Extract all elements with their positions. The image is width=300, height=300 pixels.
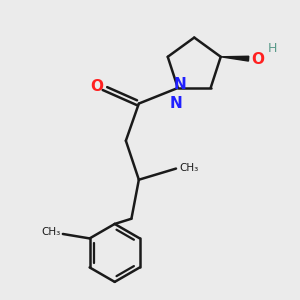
Text: H: H: [268, 42, 277, 55]
Text: N: N: [169, 96, 182, 111]
Text: CH₃: CH₃: [42, 227, 61, 238]
Text: O: O: [90, 79, 104, 94]
Polygon shape: [221, 56, 249, 61]
Text: CH₃: CH₃: [179, 163, 198, 173]
Text: O: O: [252, 52, 265, 67]
Text: N: N: [173, 77, 186, 92]
